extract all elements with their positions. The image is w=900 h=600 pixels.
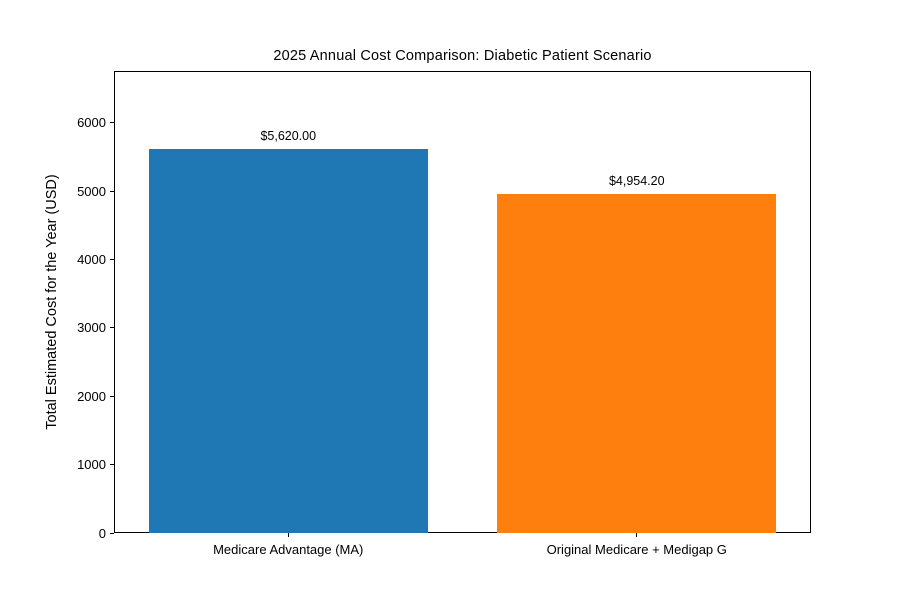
bar-original-medicare-medigap-g — [497, 194, 777, 533]
y-tick-label: 3000 — [77, 320, 106, 336]
y-tick-label: 2000 — [77, 388, 106, 404]
y-tick-label: 1000 — [77, 457, 106, 473]
x-tick-label-original-medicare-medigap-g: Original Medicare + Medigap G — [546, 542, 727, 557]
bar-value-label: $5,620.00 — [260, 128, 317, 143]
y-tick-mark — [110, 259, 114, 261]
y-tick-mark — [110, 190, 114, 192]
y-tick-mark — [110, 395, 114, 397]
y-tick-mark — [110, 464, 114, 466]
x-tick-label-medicare-advantage-ma: Medicare Advantage (MA) — [213, 542, 364, 557]
y-tick-mark — [110, 327, 114, 329]
bar-value-label: $4,954.20 — [608, 174, 665, 189]
y-tick-mark — [110, 122, 114, 124]
y-tick-mark — [110, 532, 114, 534]
x-tick-mark — [636, 533, 638, 537]
bar-medicare-advantage-ma — [148, 148, 428, 533]
x-tick-mark — [287, 533, 289, 537]
y-tick-label: 4000 — [77, 252, 106, 268]
y-tick-label: 5000 — [77, 183, 106, 199]
y-tick-label: 0 — [98, 525, 106, 541]
y-tick-label: 6000 — [77, 115, 106, 131]
chart-title: 2025 Annual Cost Comparison: Diabetic Pa… — [273, 48, 652, 64]
